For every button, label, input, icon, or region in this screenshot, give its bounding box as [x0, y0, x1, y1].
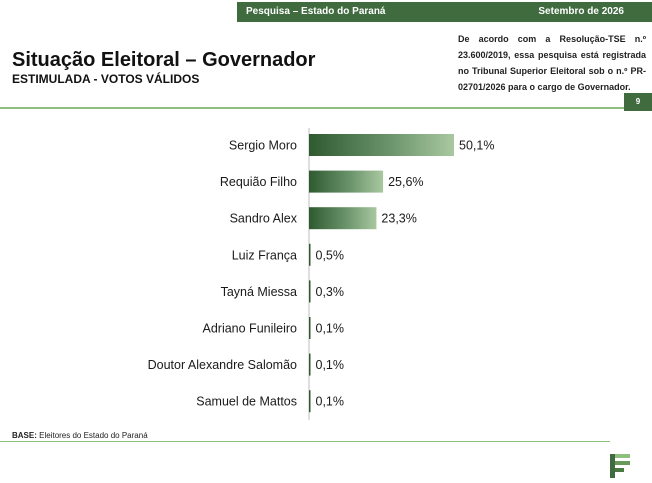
value-label: 0,1% — [316, 322, 345, 336]
value-label: 0,5% — [316, 248, 345, 262]
category-label: Doutor Alexandre Salomão — [148, 358, 297, 372]
category-label: Adriano Funileiro — [203, 322, 298, 336]
value-label: 0,1% — [316, 358, 345, 372]
category-label: Sergio Moro — [229, 139, 297, 153]
category-label: Tayná Miessa — [221, 285, 297, 299]
header-band: Pesquisa – Estado do Paraná Setembro de … — [237, 2, 652, 22]
page-number: 9 — [624, 93, 652, 111]
page-subtitle: ESTIMULADA - VOTOS VÁLIDOS — [12, 72, 200, 86]
bar — [309, 207, 377, 230]
survey-label: Pesquisa – Estado do Paraná — [246, 6, 386, 17]
page-title: Situação Eleitoral – Governador — [12, 49, 316, 71]
value-label: 0,1% — [316, 395, 345, 409]
value-label: 23,3% — [381, 212, 416, 226]
value-label: 50,1% — [459, 139, 494, 153]
bar — [309, 134, 454, 156]
category-label: Samuel de Mattos — [196, 395, 297, 409]
bar — [309, 390, 311, 413]
category-label: Requião Filho — [220, 175, 297, 189]
footer-divider — [0, 441, 610, 442]
bar — [309, 170, 384, 193]
base-text: Eleitores do Estado do Paraná — [39, 431, 148, 440]
bar — [309, 317, 311, 339]
company-logo — [610, 454, 630, 478]
survey-date: Setembro de 2026 — [538, 6, 624, 17]
bar — [309, 280, 311, 303]
category-label: Luiz França — [232, 248, 297, 262]
bar — [309, 353, 311, 376]
bar — [309, 243, 311, 266]
base-label: BASE: — [12, 431, 37, 440]
bar-chart: Sergio Moro 50,1% Requião Filho 25,6% Sandro… — [148, 128, 494, 420]
value-label: 25,6% — [388, 175, 423, 189]
value-label: 0,3% — [316, 285, 345, 299]
category-label: Sandro Alex — [230, 212, 298, 226]
registration-note: De acordo com a Resolução-TSE n.º 23.600… — [458, 34, 646, 92]
base-note: BASE: Eleitores do Estado do Paraná — [12, 431, 148, 440]
header-divider — [0, 107, 652, 109]
